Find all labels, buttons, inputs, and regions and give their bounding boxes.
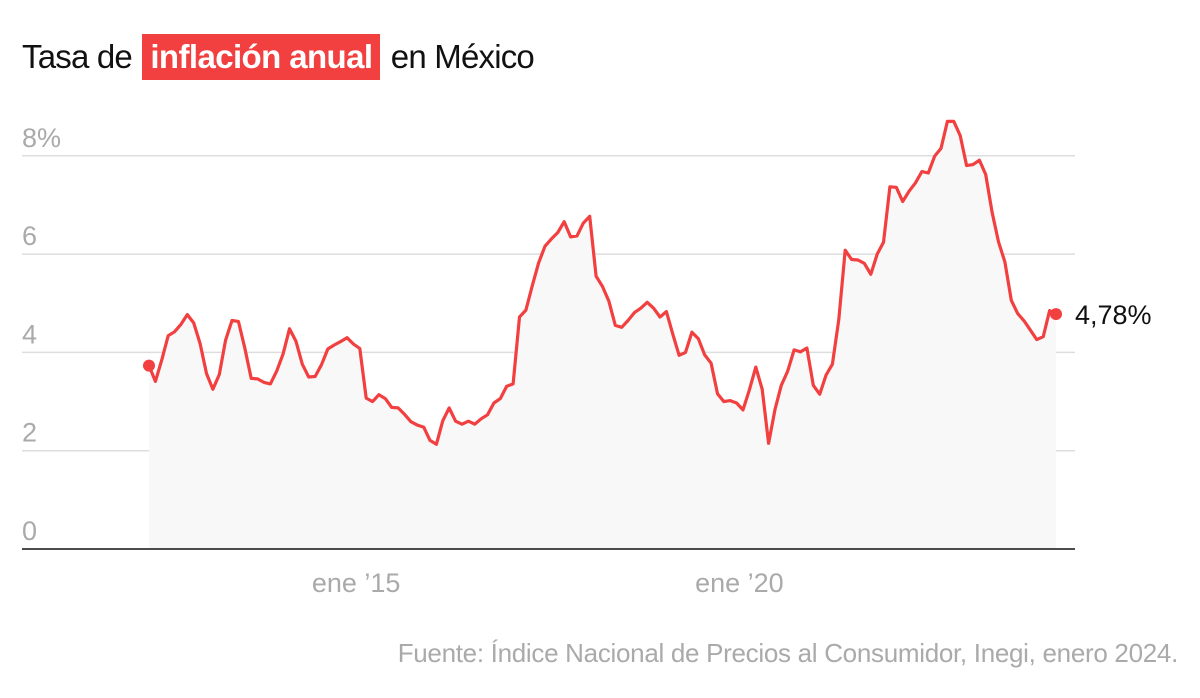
last-value-label: 4,78% bbox=[1075, 300, 1152, 330]
chart-title: Tasa de inflación anual en México bbox=[22, 34, 535, 80]
y-tick-label: 2 bbox=[22, 418, 37, 448]
title-highlight: inflación anual bbox=[142, 34, 381, 80]
x-tick-label: ene ’15 bbox=[312, 568, 401, 598]
y-tick-label: 6 bbox=[22, 221, 37, 251]
y-tick-label: 8% bbox=[22, 123, 61, 153]
end-point bbox=[1050, 308, 1062, 321]
source-note: Fuente: Índice Nacional de Precios al Co… bbox=[397, 638, 1179, 668]
y-tick-label: 0 bbox=[22, 516, 37, 546]
title-part-1: Tasa de bbox=[22, 38, 133, 75]
area-fill bbox=[149, 121, 1056, 550]
x-tick-label: ene ’20 bbox=[695, 568, 784, 598]
y-tick-label: 4 bbox=[22, 319, 37, 349]
start-point bbox=[143, 359, 155, 372]
title-part-3: en México bbox=[390, 38, 535, 75]
inflation-line bbox=[147, 119, 1057, 446]
